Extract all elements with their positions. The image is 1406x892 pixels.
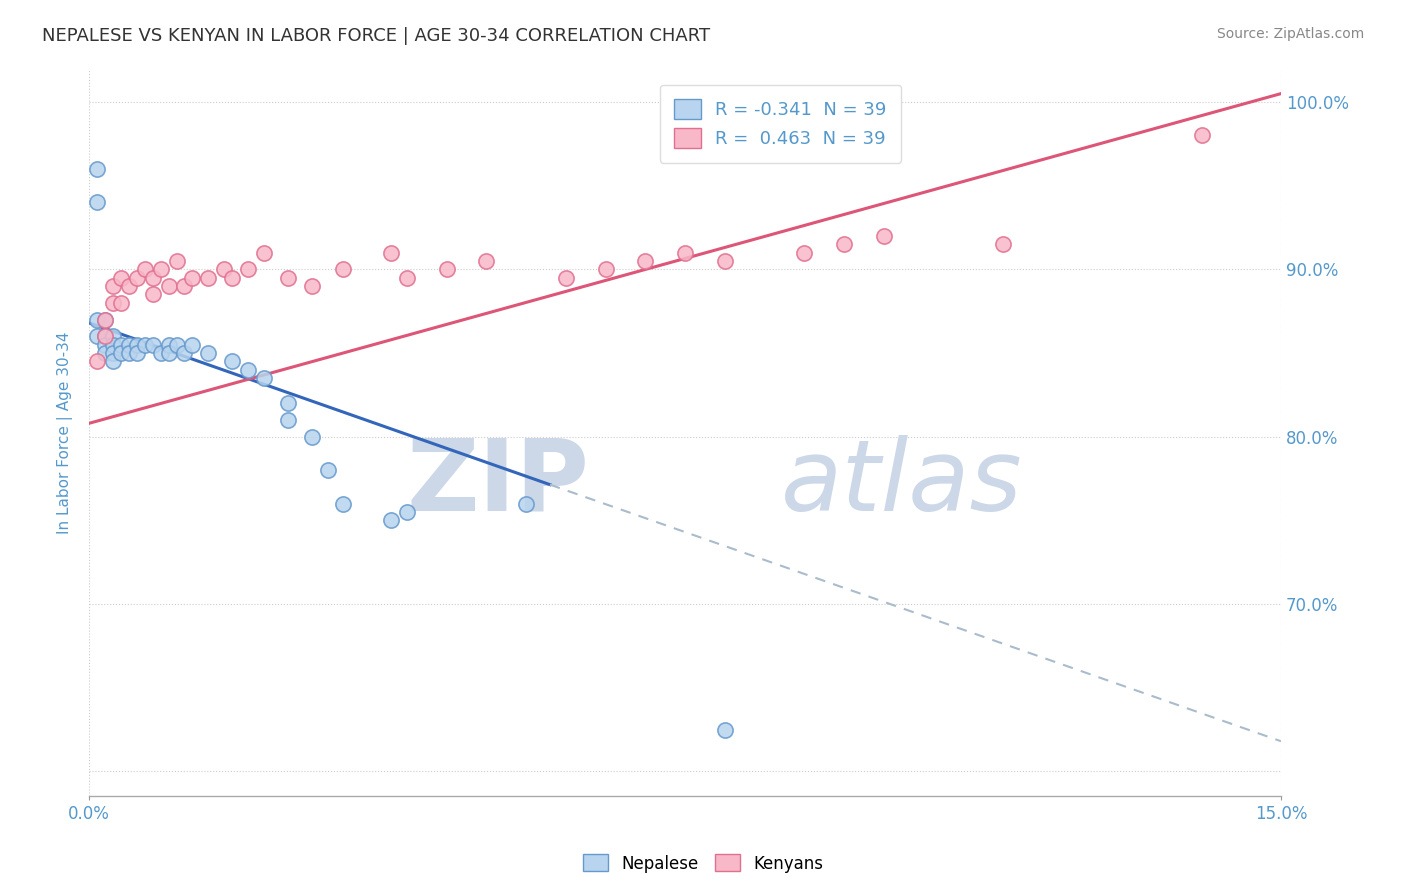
Point [125, 337, 148, 351]
Point [991, 237, 1014, 252]
Point [118, 337, 141, 351]
Point [142, 287, 165, 301]
Point [142, 337, 165, 351]
Legend: R = -0.341  N = 39, R =  0.463  N = 39: R = -0.341 N = 39, R = 0.463 N = 39 [659, 85, 901, 162]
Text: ZIP: ZIP [406, 435, 589, 532]
Point [332, 497, 354, 511]
Point [673, 245, 696, 260]
Point [166, 337, 188, 351]
Point [142, 270, 165, 285]
Point [253, 371, 276, 385]
Point [436, 262, 458, 277]
Point [221, 270, 243, 285]
Point [1191, 128, 1213, 143]
Text: atlas: atlas [780, 435, 1022, 532]
Point [110, 295, 132, 310]
Point [236, 262, 259, 277]
Point [197, 346, 219, 360]
Point [713, 723, 735, 737]
Point [595, 262, 617, 277]
Point [301, 430, 323, 444]
Point [86, 195, 108, 210]
Point [181, 270, 204, 285]
Point [110, 337, 132, 351]
Point [166, 254, 188, 268]
Point [395, 505, 418, 519]
Point [86, 329, 108, 343]
Point [277, 270, 299, 285]
Point [832, 237, 855, 252]
Point [86, 312, 108, 326]
Point [110, 346, 132, 360]
Point [157, 337, 180, 351]
Point [236, 362, 259, 376]
Point [86, 161, 108, 176]
Point [134, 262, 156, 277]
Point [212, 262, 235, 277]
Point [197, 270, 219, 285]
Point [94, 329, 117, 343]
Point [110, 270, 132, 285]
Point [118, 346, 141, 360]
Point [475, 254, 498, 268]
Point [157, 279, 180, 293]
Point [101, 346, 124, 360]
Point [101, 329, 124, 343]
Point [173, 279, 195, 293]
Point [94, 312, 117, 326]
Point [554, 270, 576, 285]
Point [94, 329, 117, 343]
Point [101, 354, 124, 368]
Point [149, 262, 172, 277]
Text: Source: ZipAtlas.com: Source: ZipAtlas.com [1216, 27, 1364, 41]
Point [253, 245, 276, 260]
Point [316, 463, 339, 477]
Point [380, 245, 402, 260]
Point [395, 270, 418, 285]
Point [149, 346, 172, 360]
Point [713, 254, 735, 268]
Point [301, 279, 323, 293]
Point [634, 254, 657, 268]
Point [332, 262, 354, 277]
Point [277, 413, 299, 427]
Point [94, 346, 117, 360]
Point [101, 279, 124, 293]
Point [101, 337, 124, 351]
Legend: Nepalese, Kenyans: Nepalese, Kenyans [576, 847, 830, 880]
Y-axis label: In Labor Force | Age 30-34: In Labor Force | Age 30-34 [58, 331, 73, 533]
Point [277, 396, 299, 410]
Point [94, 312, 117, 326]
Point [157, 346, 180, 360]
Point [793, 245, 815, 260]
Point [221, 354, 243, 368]
Point [173, 346, 195, 360]
Point [101, 295, 124, 310]
Point [94, 337, 117, 351]
Point [125, 270, 148, 285]
Point [134, 337, 156, 351]
Point [118, 279, 141, 293]
Point [181, 337, 204, 351]
Point [86, 354, 108, 368]
Point [380, 513, 402, 527]
Point [873, 228, 896, 243]
Point [125, 346, 148, 360]
Point [515, 497, 537, 511]
Text: NEPALESE VS KENYAN IN LABOR FORCE | AGE 30-34 CORRELATION CHART: NEPALESE VS KENYAN IN LABOR FORCE | AGE … [42, 27, 710, 45]
